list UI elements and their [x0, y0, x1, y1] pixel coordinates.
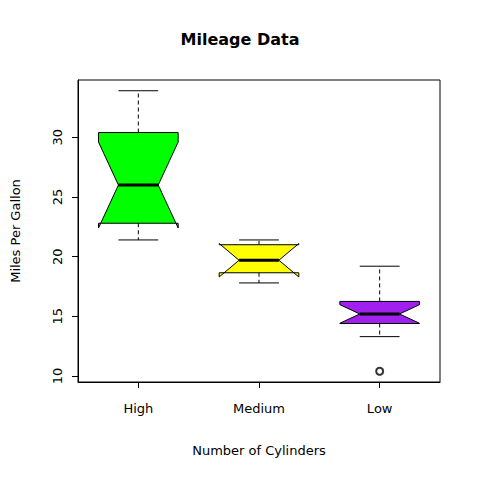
svg-text:15: 15 — [50, 308, 65, 325]
svg-text:Number of Cylinders: Number of Cylinders — [192, 443, 326, 458]
svg-text:25: 25 — [50, 189, 65, 206]
svg-text:30: 30 — [50, 129, 65, 146]
svg-text:10: 10 — [50, 368, 65, 385]
svg-text:Mileage Data: Mileage Data — [181, 30, 300, 49]
svg-text:Miles Per Gallon: Miles Per Gallon — [8, 179, 23, 283]
svg-text:Low: Low — [367, 401, 393, 416]
svg-text:Medium: Medium — [233, 401, 285, 416]
svg-text:High: High — [123, 401, 153, 416]
svg-text:20: 20 — [50, 248, 65, 265]
